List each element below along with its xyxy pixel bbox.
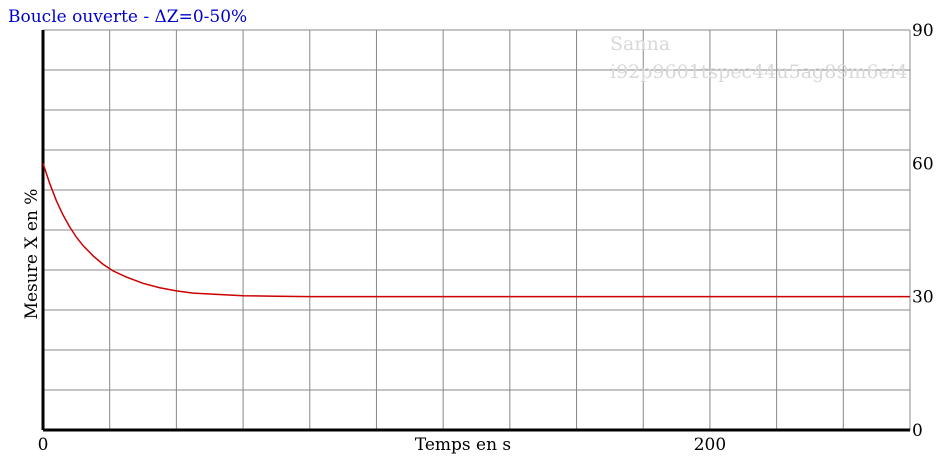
- chart-grid: [43, 29, 911, 430]
- y-tick-label: 0: [912, 421, 923, 441]
- series-line: [42, 163, 910, 298]
- x-tick-label: 0: [38, 435, 49, 455]
- x-axis-label: Temps en s: [415, 435, 511, 455]
- watermark: Sanna i92p9601tspec44u5ag89m6ei4: [610, 33, 908, 83]
- tick-labels: 0 200 0 30 60 90: [38, 21, 934, 455]
- x-tick-label: 200: [694, 435, 726, 455]
- chart-title: Boucle ouverte - ΔZ=0-50%: [8, 7, 247, 27]
- y-axis-label: Mesure X en %: [22, 189, 42, 320]
- watermark-line-1: Sanna: [610, 33, 670, 55]
- watermark-line-2: i92p9601tspec44u5ag89m6ei4: [610, 61, 908, 83]
- y-tick-label: 60: [912, 154, 934, 174]
- y-tick-label: 90: [912, 21, 934, 41]
- y-tick-label: 30: [912, 288, 934, 308]
